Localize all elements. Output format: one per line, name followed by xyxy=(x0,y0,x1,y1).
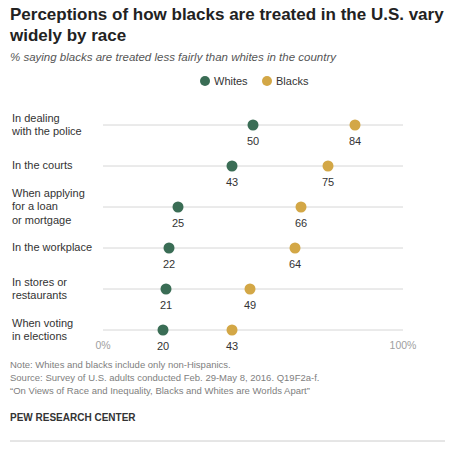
data-label: 75 xyxy=(322,176,334,188)
row-track xyxy=(103,207,403,208)
note: Source: Survey of U.S. adults conducted … xyxy=(10,372,455,384)
credit: PEW RESEARCH CENTER xyxy=(10,412,455,424)
legend-swatch xyxy=(200,76,210,86)
subtitle: % saying blacks are treated less fairly … xyxy=(10,50,455,64)
category-label: In the courts xyxy=(12,159,102,173)
category-label: In the workplace xyxy=(12,241,102,255)
category-label: In dealing with the police xyxy=(12,112,102,139)
legend-swatch xyxy=(262,76,272,86)
page: Chart html, body { margin: 0; padding: 0… xyxy=(0,0,463,458)
tick-label: 0% xyxy=(95,339,110,351)
dot xyxy=(164,243,175,254)
dot xyxy=(158,325,169,336)
data-labels: 50 43 25 22 21 20 84 75 66 64 49 43 xyxy=(157,135,361,352)
body: Whites Blacks 50 43 25 22 21 20 84 75 66 64 49 43 0% 10… xyxy=(0,0,463,458)
data-label: 84 xyxy=(349,135,361,147)
category-label: In stores or restaurants xyxy=(12,276,102,303)
title: Perceptions of how blacks are treated in… xyxy=(10,4,455,46)
data-label: 21 xyxy=(160,299,172,311)
note: Note: Whites and blacks include only non… xyxy=(10,359,455,371)
legend-label: Whites xyxy=(214,75,248,87)
dot xyxy=(227,325,238,336)
dot xyxy=(248,120,259,131)
dot xyxy=(245,284,256,295)
data-label: 20 xyxy=(157,340,169,352)
chart-root: Whites Blacks 50 43 25 22 21 20 84 75 66 64 49 43 0% 10… xyxy=(0,0,463,458)
dot xyxy=(323,161,334,172)
data-label: 49 xyxy=(244,299,256,311)
row-track xyxy=(103,330,403,331)
category-label: When applying for a loan or mortgage xyxy=(12,187,102,228)
row-tracks xyxy=(103,125,403,330)
data-label: 66 xyxy=(295,217,307,229)
dot xyxy=(350,120,361,131)
data-label: 43 xyxy=(226,340,238,352)
data-label: 64 xyxy=(289,258,301,270)
note: “On Views of Race and Inequality, Blacks… xyxy=(10,385,455,397)
dots xyxy=(158,120,361,336)
dot xyxy=(290,243,301,254)
category-label: When voting in elections xyxy=(12,317,102,344)
bottom-rule xyxy=(10,441,445,442)
row-track xyxy=(103,166,403,167)
data-label: 22 xyxy=(163,258,175,270)
data-label: 43 xyxy=(226,176,238,188)
dot xyxy=(161,284,172,295)
dot xyxy=(227,161,238,172)
legend-label: Blacks xyxy=(276,75,309,87)
row-track xyxy=(103,248,403,249)
dot xyxy=(296,202,307,213)
data-label: 50 xyxy=(247,135,259,147)
dot xyxy=(173,202,184,213)
tick-label: 100% xyxy=(390,339,417,351)
data-label: 25 xyxy=(172,217,184,229)
